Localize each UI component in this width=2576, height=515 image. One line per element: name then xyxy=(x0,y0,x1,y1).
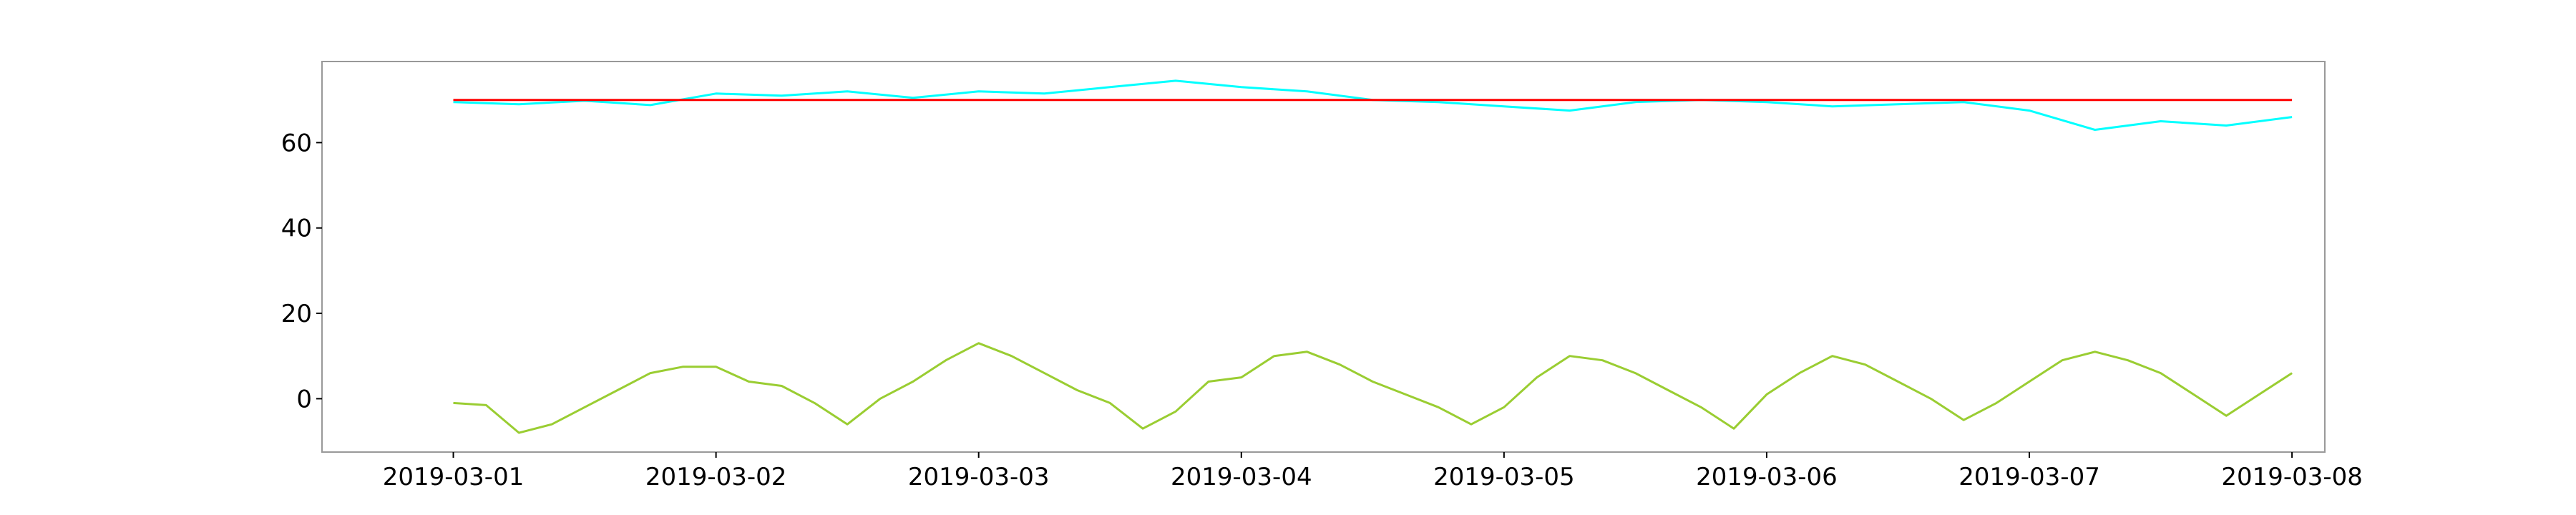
series-0 xyxy=(453,79,2293,131)
series-line-2 xyxy=(453,342,2293,434)
series-line-0 xyxy=(453,79,2293,131)
y-tick-label: 40 xyxy=(281,215,312,243)
series-layer xyxy=(453,79,2293,434)
x-tick-label: 2019-03-07 xyxy=(1958,463,2100,491)
y-tick-label: 20 xyxy=(281,300,312,328)
x-tick-label: 2019-03-04 xyxy=(1171,463,1312,491)
x-tick-label: 2019-03-01 xyxy=(383,463,525,491)
plot-frame xyxy=(321,61,2326,453)
x-tick-label: 2019-03-08 xyxy=(2221,463,2363,491)
x-tick-label: 2019-03-05 xyxy=(1433,463,1575,491)
x-tick-label: 2019-03-02 xyxy=(645,463,787,491)
x-tick-label: 2019-03-03 xyxy=(908,463,1050,491)
y-tick-label: 60 xyxy=(281,129,312,157)
axis-layer: 0 20 40 60 2019-03-01 2019-03-02 2019-03-03 201… xyxy=(281,129,2363,491)
y-tick-label: 0 xyxy=(296,385,312,413)
series-2 xyxy=(453,342,2293,434)
x-tick-label: 2019-03-06 xyxy=(1696,463,1838,491)
